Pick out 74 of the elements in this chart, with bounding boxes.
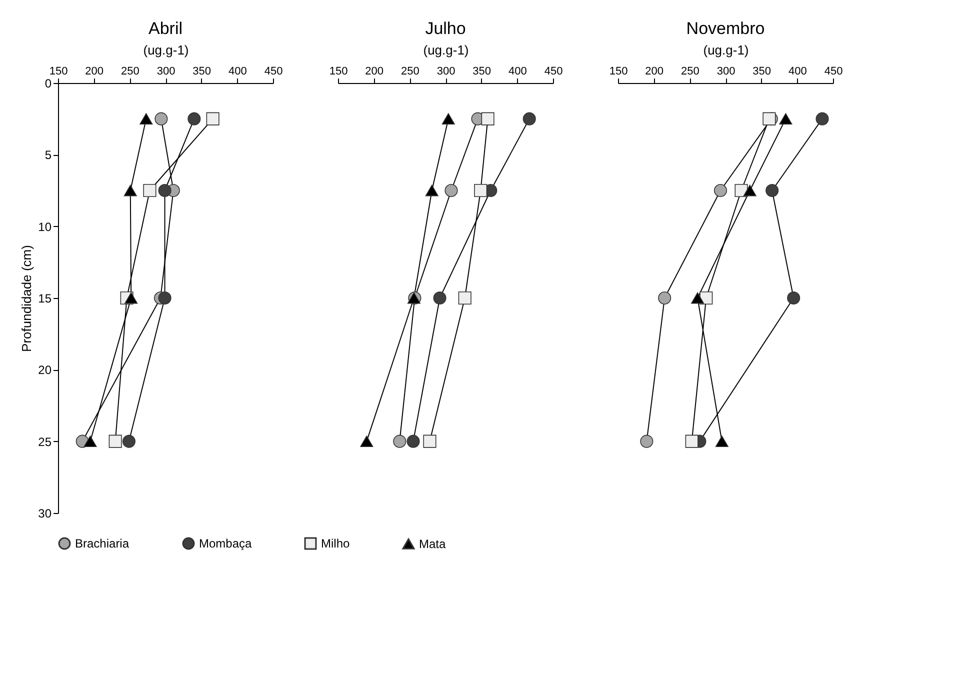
point [425,184,438,196]
x-tick-label: 350 [472,66,492,78]
x-tick-label: 350 [752,66,772,78]
point [658,291,672,305]
point [158,184,172,198]
y-tick-label: 30 [38,506,52,520]
point [743,184,756,196]
point [154,112,168,126]
point [714,184,728,198]
legend-label: Mombaça [199,536,252,551]
x-tick-label: 200 [85,66,104,78]
y-tick-label: 5 [44,148,52,162]
y-tick-label: 25 [38,434,52,449]
point [360,436,374,448]
x-tick-label: 200 [365,66,384,78]
point [108,434,122,448]
point [84,436,97,448]
x-tick-label: 150 [609,66,628,78]
point [188,112,201,126]
x-tick-label: 450 [544,66,563,78]
point [787,291,800,305]
point [766,184,779,198]
chart-title: Julho [425,19,466,38]
x-tick-label: 250 [400,66,420,78]
x-tick-label: 450 [824,66,843,78]
y-tick-label: 10 [38,220,52,234]
point [393,434,406,448]
point [779,113,792,125]
point [715,436,728,448]
point [691,292,704,304]
point [458,291,472,305]
legend-label: Mata [419,536,446,551]
point [433,291,446,305]
x-tick-label: 300 [156,66,176,78]
point [474,184,488,198]
point [206,112,220,126]
y-axis-title: Profundidade (cm) [19,245,34,352]
chart-title: Novembro [686,19,765,38]
point [158,291,172,305]
x-tick-label: 450 [264,66,283,78]
point [640,434,654,448]
x-tick-label: 400 [508,66,527,78]
x-tick-label: 150 [49,66,68,78]
point [406,434,420,448]
y-tick-label: 20 [38,363,52,378]
x-tick-label: 250 [680,66,700,78]
x-tick-label: 300 [436,66,456,78]
point [124,184,137,196]
point [816,112,829,126]
point [140,113,153,125]
point [122,434,136,448]
x-axis-title: (ug.g-1) [143,42,189,58]
point [685,434,698,448]
y-tick-label: 0 [44,76,52,90]
x-axis-title: (ug.g-1) [703,42,749,58]
point [423,434,436,448]
x-tick-label: 250 [120,66,140,78]
x-tick-label: 200 [645,66,664,78]
x-tick-label: 300 [716,66,736,78]
point [124,292,138,304]
point [481,112,494,126]
point [143,184,156,198]
legend-label: Brachiaria [75,536,130,551]
x-tick-label: 400 [228,66,247,78]
point [522,112,536,126]
point [442,113,455,125]
y-tick-label: 15 [38,292,52,306]
x-tick-label: 350 [192,66,212,78]
chart-title: Abril [148,19,183,38]
point [444,184,458,198]
x-axis-title: (ug.g-1) [423,42,469,58]
x-tick-label: 150 [329,66,348,78]
legend-label: Milho [321,536,350,551]
x-tick-label: 400 [788,66,807,78]
